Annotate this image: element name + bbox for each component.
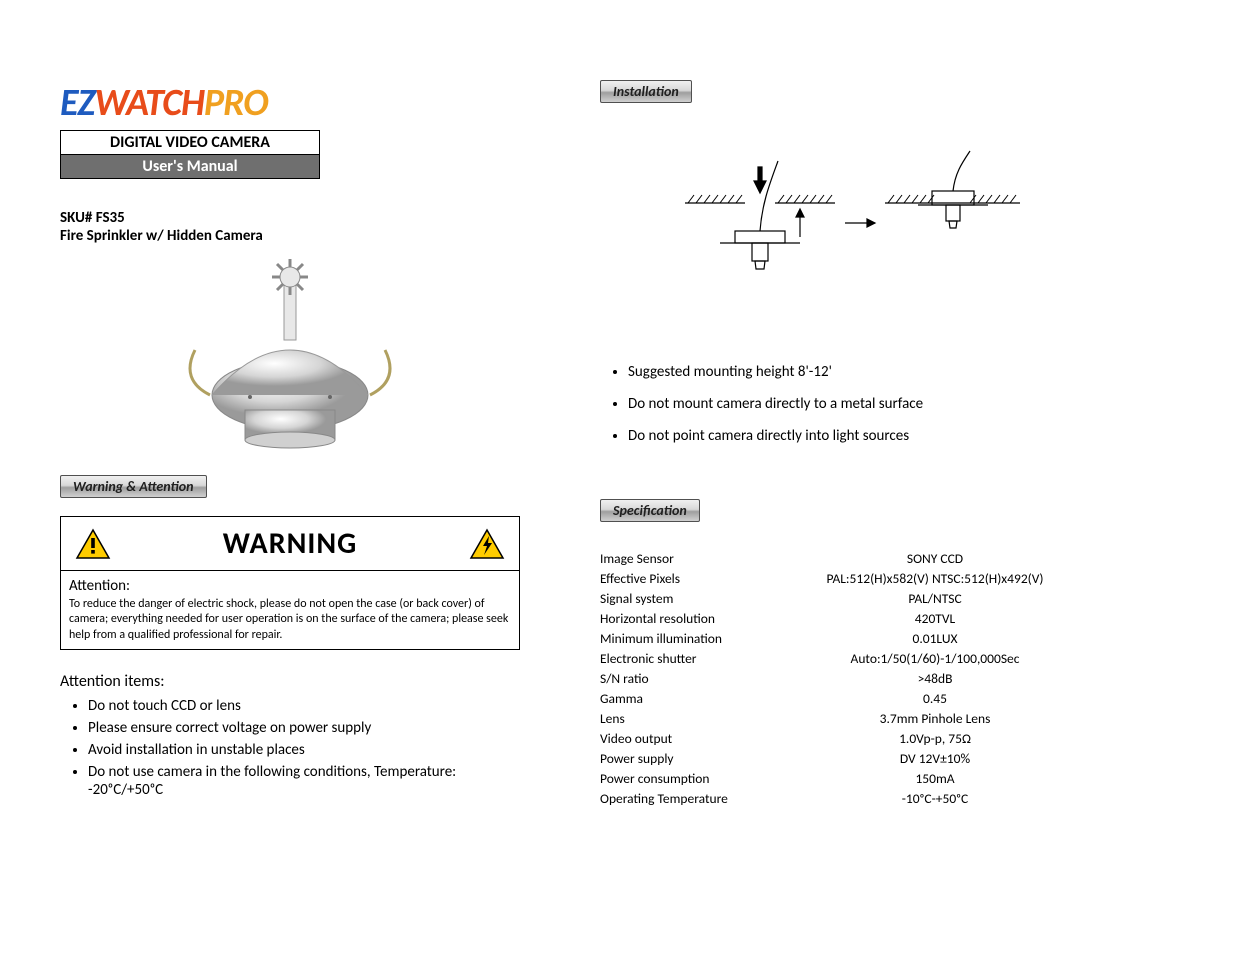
list-item: Suggested mounting height 8'-12' xyxy=(628,363,1100,381)
spec-value: Auto:1/50(1/60)-1/100,000Sec xyxy=(770,650,1100,667)
product-name: Fire Sprinkler w/ Hidden Camera xyxy=(60,227,520,245)
title-bar-manual: User's Manual xyxy=(60,154,320,179)
spec-label: Electronic shutter xyxy=(600,650,770,667)
installation-diagram xyxy=(670,143,1030,303)
table-row: Horizontal resolution420TVL xyxy=(600,610,1100,627)
warning-text: To reduce the danger of electric shock, … xyxy=(69,597,511,644)
list-item: Avoid installation in unstable places xyxy=(88,741,520,759)
spec-label: Video output xyxy=(600,730,770,747)
warning-title: WARNING xyxy=(223,525,358,562)
left-column: EZWATCHPRO DIGITAL VIDEO CAMERA User's M… xyxy=(60,80,520,874)
list-item: Do not point camera directly into light … xyxy=(628,427,1100,445)
specification-table: Image SensorSONY CCD Effective PixelsPAL… xyxy=(600,550,1100,807)
spec-label: Power supply xyxy=(600,750,770,767)
attention-items: Attention items: Do not touch CCD or len… xyxy=(60,672,520,799)
list-item: Do not touch CCD or lens xyxy=(88,697,520,715)
title-bar-product-type: DIGITAL VIDEO CAMERA xyxy=(60,130,320,154)
attention-items-list: Do not touch CCD or lens Please ensure c… xyxy=(88,697,520,799)
logo-part-pro: PRO xyxy=(204,80,268,126)
logo-part-ez: EZ xyxy=(60,80,94,126)
table-row: Power supplyDV 12V±10% xyxy=(600,750,1100,767)
warning-header: WARNING xyxy=(61,517,519,571)
brand-logo: EZWATCHPRO xyxy=(60,80,520,126)
spec-value: 1.0Vp-p, 75Ω xyxy=(770,730,1100,747)
warning-box: WARNING Attention: To reduce the danger … xyxy=(60,516,520,650)
installation-notes: Suggested mounting height 8'-12' Do not … xyxy=(600,363,1100,445)
hazard-exclamation-icon xyxy=(75,528,111,560)
table-row: Image SensorSONY CCD xyxy=(600,550,1100,567)
section-header-warning: Warning & Attention xyxy=(60,475,207,498)
spec-value: SONY CCD xyxy=(770,550,1100,567)
table-row: Electronic shutterAuto:1/50(1/60)-1/100,… xyxy=(600,650,1100,667)
logo-part-watch: WATCH xyxy=(94,80,204,126)
table-row: Video output1.0Vp-p, 75Ω xyxy=(600,730,1100,747)
spec-label: Effective Pixels xyxy=(600,570,770,587)
attention-label: Attention: xyxy=(69,577,511,597)
spec-value: PAL:512(H)x582(V) NTSC:512(H)x492(V) xyxy=(770,570,1100,587)
spec-value: 0.45 xyxy=(770,690,1100,707)
spec-value: -10ᵒC-+50ᵒC xyxy=(770,790,1100,807)
section-header-installation: Installation xyxy=(600,80,692,103)
spec-value: DV 12V±10% xyxy=(770,750,1100,767)
spec-value: 3.7mm Pinhole Lens xyxy=(770,710,1100,727)
list-item: Do not mount camera directly to a metal … xyxy=(628,395,1100,413)
spec-label: Power consumption xyxy=(600,770,770,787)
table-row: Signal systemPAL/NTSC xyxy=(600,590,1100,607)
spec-value: 150mA xyxy=(770,770,1100,787)
warning-body: Attention: To reduce the danger of elect… xyxy=(61,571,519,649)
spec-label: Minimum illumination xyxy=(600,630,770,647)
section-header-specification: Specification xyxy=(600,499,700,522)
table-row: Minimum illumination0.01LUX xyxy=(600,630,1100,647)
sku-label: SKU# FS35 xyxy=(60,209,520,227)
attention-items-title: Attention items: xyxy=(60,672,520,691)
spec-label: Lens xyxy=(600,710,770,727)
spec-value: 420TVL xyxy=(770,610,1100,627)
spec-label: Signal system xyxy=(600,590,770,607)
right-column: Installation xyxy=(600,80,1100,874)
list-item: Do not use camera in the following condi… xyxy=(88,763,520,799)
spec-label: Image Sensor xyxy=(600,550,770,567)
spec-label: Horizontal resolution xyxy=(600,610,770,627)
table-row: S/N ratio>48dB xyxy=(600,670,1100,687)
spec-label: Gamma xyxy=(600,690,770,707)
table-row: Effective PixelsPAL:512(H)x582(V) NTSC:5… xyxy=(600,570,1100,587)
table-row: Lens3.7mm Pinhole Lens xyxy=(600,710,1100,727)
table-row: Power consumption150mA xyxy=(600,770,1100,787)
spec-value: PAL/NTSC xyxy=(770,590,1100,607)
list-item: Please ensure correct voltage on power s… xyxy=(88,719,520,737)
table-row: Gamma0.45 xyxy=(600,690,1100,707)
product-image xyxy=(170,255,410,455)
spec-label: Operating Temperature xyxy=(600,790,770,807)
spec-label: S/N ratio xyxy=(600,670,770,687)
hazard-shock-icon xyxy=(469,528,505,560)
spec-value: >48dB xyxy=(770,670,1100,687)
table-row: Operating Temperature-10ᵒC-+50ᵒC xyxy=(600,790,1100,807)
spec-value: 0.01LUX xyxy=(770,630,1100,647)
